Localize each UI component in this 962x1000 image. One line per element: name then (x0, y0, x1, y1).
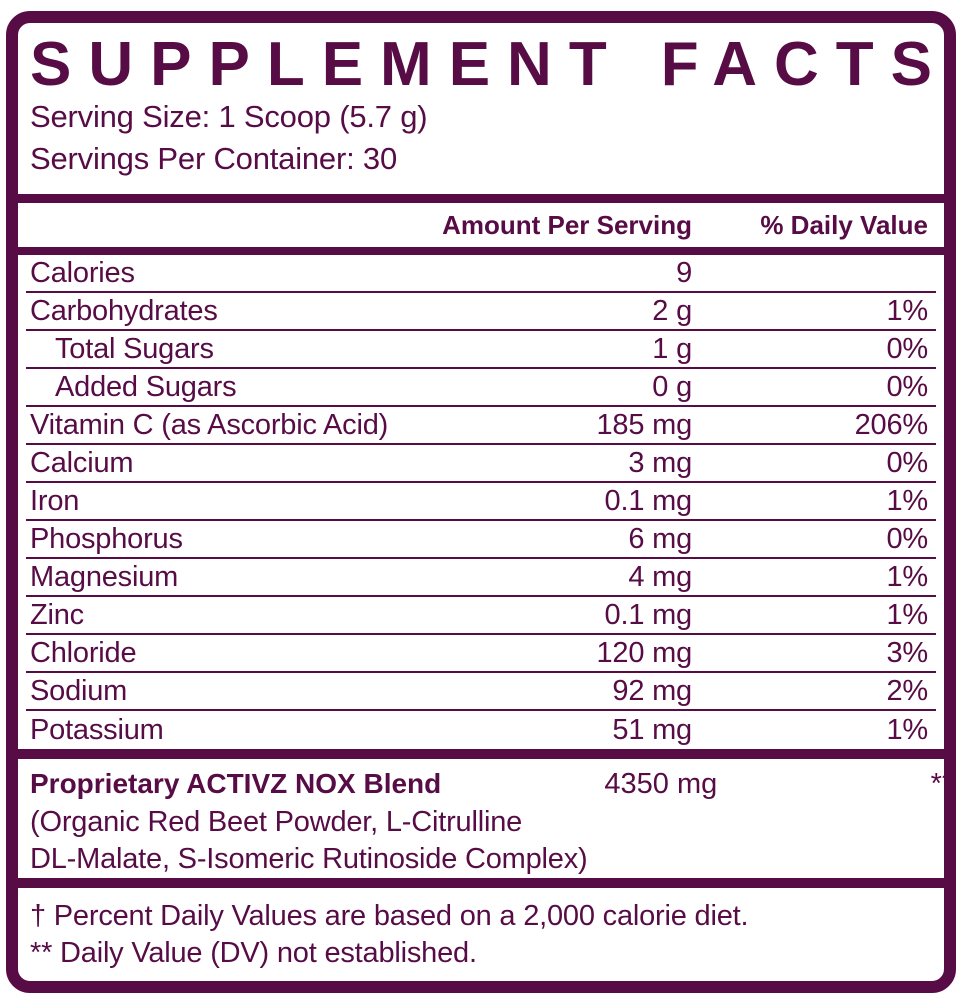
column-header-amount: Amount Per Serving (442, 209, 692, 240)
blend-amount: 4350 mg (604, 767, 718, 800)
table-row-sodium: Sodium 92 mg 2% (26, 673, 936, 711)
row-name: Phosphorus (30, 522, 183, 555)
row-name: Vitamin C (as Ascorbic Acid) (30, 408, 389, 441)
row-daily-value: 0% (886, 522, 928, 555)
row-name: Carbohydrates (30, 294, 218, 327)
serving-size-line: Serving Size: 1 Scoop (5.7 g) (30, 98, 428, 134)
row-name: Chloride (30, 636, 137, 669)
row-amount: 1 g (652, 332, 692, 365)
row-amount: 120 mg (596, 636, 692, 669)
servings-per-container-line: Servings Per Container: 30 (30, 140, 397, 176)
row-amount: 51 mg (612, 713, 692, 746)
row-name: Magnesium (30, 560, 179, 593)
row-amount: 0 g (652, 370, 692, 403)
supplement-facts-label: SUPPLEMENT FACTS Serving Size: 1 Scoop (… (6, 11, 956, 993)
section-divider (18, 194, 944, 203)
column-header-daily-value: % Daily Value (760, 209, 928, 240)
row-name: Potassium (30, 713, 164, 746)
row-name: Iron (30, 484, 80, 517)
row-daily-value: 206% (854, 408, 929, 441)
table-row-magnesium: Magnesium 4 mg 1% (26, 559, 936, 597)
row-name: Calories (30, 256, 135, 289)
section-divider (18, 247, 944, 255)
row-daily-value: 1% (886, 484, 928, 517)
row-amount: 92 mg (612, 674, 692, 707)
row-amount: 185 mg (596, 408, 692, 441)
table-row-iron: Iron 0.1 mg 1% (26, 483, 936, 521)
table-row-calcium: Calcium 3 mg 0% (26, 445, 936, 483)
section-divider (18, 878, 944, 888)
row-amount: 4 mg (628, 560, 692, 593)
row-daily-value: 2% (886, 674, 928, 707)
proprietary-blend-section: Proprietary ACTIVZ NOX Blend 4350 mg ** … (18, 759, 953, 878)
footnote-section: † Percent Daily Values are based on a 2,… (18, 888, 944, 972)
row-amount: 2 g (652, 294, 692, 327)
title-word-facts: FACTS (660, 30, 949, 99)
row-amount: 9 (676, 256, 692, 289)
row-amount: 0.1 mg (604, 484, 693, 517)
row-daily-value: 3% (886, 636, 928, 669)
row-amount: 0.1 mg (604, 598, 693, 631)
table-row-chloride: Chloride 120 mg 3% (26, 635, 936, 673)
row-daily-value: 1% (886, 294, 928, 327)
section-divider (18, 749, 944, 759)
table-row-phosphorus: Phosphorus 6 mg 0% (26, 521, 936, 559)
blend-name: Proprietary ACTIVZ NOX Blend (30, 768, 442, 799)
nutrient-table: Calories 9 Carbohydrates 2 g 1% Total Su… (18, 255, 944, 749)
footnote-dv-not-established: ** Daily Value (DV) not established. (30, 937, 477, 969)
row-name: Sodium (30, 674, 128, 707)
row-amount: 3 mg (628, 446, 692, 479)
row-daily-value: 0% (886, 446, 928, 479)
label-header: SUPPLEMENT FACTS Serving Size: 1 Scoop (… (18, 23, 944, 194)
blend-ingredients-line-2: DL-Malate, S-Isomeric Rutinoside Complex… (30, 843, 588, 875)
table-row-potassium: Potassium 51 mg 1% (26, 711, 936, 749)
blend-ingredients-line-1: (Organic Red Beet Powder, L-Citrulline (30, 806, 523, 838)
table-row-total-sugars: Total Sugars 1 g 0% (26, 331, 936, 369)
row-amount: 6 mg (628, 522, 692, 555)
table-row-vitamin-c: Vitamin C (as Ascorbic Acid) 185 mg 206% (26, 407, 936, 445)
table-row-zinc: Zinc 0.1 mg 1% (26, 597, 936, 635)
table-row-calories: Calories 9 (26, 255, 936, 293)
blend-daily-value: ** (930, 767, 954, 800)
row-name: Calcium (30, 446, 134, 479)
row-name: Added Sugars (55, 370, 237, 403)
table-row-carbohydrates: Carbohydrates 2 g 1% (26, 293, 936, 331)
supplement-facts-title: SUPPLEMENT FACTS (30, 30, 932, 99)
blend-row: Proprietary ACTIVZ NOX Blend 4350 mg ** (26, 764, 953, 804)
row-name: Total Sugars (55, 332, 214, 365)
row-daily-value: 1% (886, 713, 928, 746)
row-daily-value: 0% (886, 370, 928, 403)
row-daily-value: 1% (886, 560, 928, 593)
title-word-supplement: SUPPLEMENT (30, 30, 624, 99)
table-row-added-sugars: Added Sugars 0 g 0% (26, 369, 936, 407)
row-daily-value: 0% (886, 332, 928, 365)
footnote-daily-values: † Percent Daily Values are based on a 2,… (30, 900, 749, 932)
row-daily-value: 1% (886, 598, 928, 631)
row-name: Zinc (30, 598, 84, 631)
column-header-row: Amount Per Serving % Daily Value (26, 203, 936, 247)
